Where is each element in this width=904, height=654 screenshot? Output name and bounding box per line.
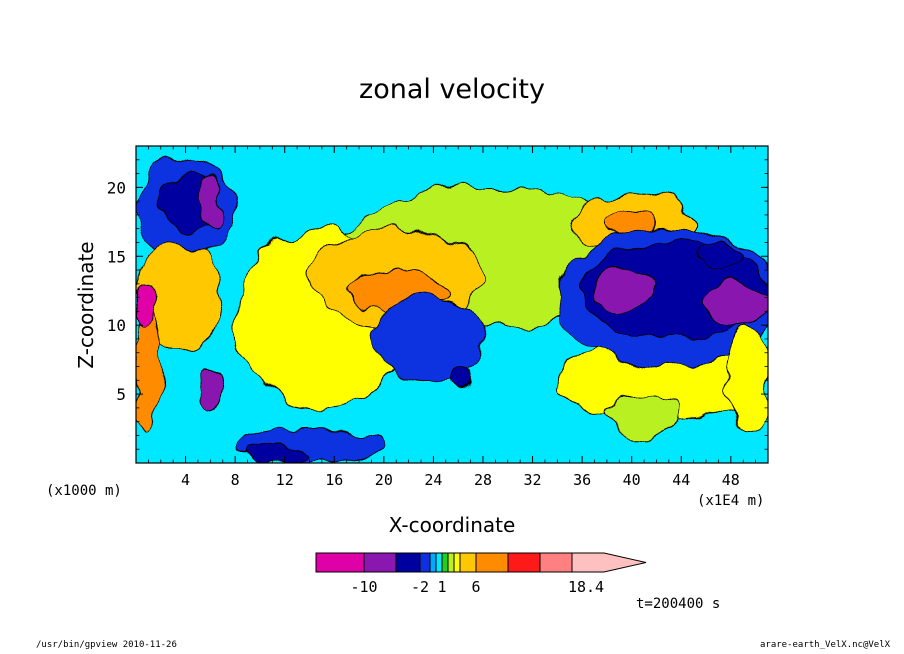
x-tick-label: 36 — [573, 471, 591, 489]
footer-command: /usr/bin/gpview 2010-11-26 — [36, 640, 177, 650]
field-region — [346, 269, 447, 312]
colorbar-swatch — [315, 552, 365, 573]
x-tick-label: 16 — [325, 471, 343, 489]
plot-frame — [135, 145, 769, 464]
x-axis-unit-note: (x1000 m) — [46, 483, 122, 499]
colorbar-swatch — [395, 552, 421, 573]
colorbar-swatch — [429, 552, 437, 573]
x-tick-label: 28 — [474, 471, 492, 489]
plot-area — [136, 146, 768, 463]
colorbar-swatch — [363, 552, 397, 573]
colorbar-tick-label: 18.4 — [568, 578, 604, 596]
field-region — [370, 297, 484, 381]
field-region — [693, 241, 744, 271]
time-label: t=200400 s — [636, 596, 721, 612]
x-tick-label: 32 — [524, 471, 542, 489]
colorbar-swatch — [539, 552, 573, 573]
y-tick-label: 20 — [107, 178, 126, 197]
field-region — [234, 228, 410, 409]
colorbar-swatch — [419, 552, 431, 573]
field-region — [556, 228, 768, 368]
field-region — [594, 269, 657, 312]
x-tick-label: 20 — [375, 471, 393, 489]
y-tick-label: 5 — [116, 385, 126, 404]
field-region — [556, 338, 757, 423]
colorbar-swatch — [447, 552, 455, 573]
y-tick-label: 10 — [107, 316, 126, 335]
colorbar-swatch — [441, 552, 449, 573]
colorbar-swatch — [459, 552, 477, 573]
x-tick-label: 44 — [672, 471, 690, 489]
x-tick-label: 24 — [424, 471, 442, 489]
chart-title: zonal velocity — [359, 74, 545, 105]
y-axis-label: Z-coordinate — [74, 241, 98, 369]
colorbar-swatch — [435, 552, 443, 573]
x-tick-label: 8 — [231, 471, 240, 489]
field-region — [308, 228, 484, 326]
colorbar: -10 -2 1 6 18.4 — [315, 552, 647, 596]
field-region — [606, 210, 657, 237]
colorbar-tick-label: -2 — [411, 578, 429, 596]
field-region — [136, 159, 236, 257]
field-region — [136, 283, 156, 326]
velocity-field — [136, 159, 768, 463]
x-tick-label: 48 — [722, 471, 740, 489]
x-axis-scale-note: (x1E4 m) — [697, 493, 765, 509]
field-region — [197, 173, 224, 230]
field-region — [581, 241, 768, 340]
colorbar-swatch — [507, 552, 541, 573]
field-region — [197, 366, 224, 409]
field-region — [136, 241, 224, 354]
colorbar-tick-label: -10 — [350, 578, 377, 596]
colorbar-tick-label: 1 — [437, 578, 446, 596]
colorbar-swatch — [475, 552, 509, 573]
field-region — [247, 445, 310, 463]
x-tick-label: 12 — [276, 471, 294, 489]
field-region — [569, 193, 695, 250]
field-region — [160, 173, 224, 230]
colorbar-swatch — [571, 552, 647, 573]
y-tick-label: 15 — [107, 247, 126, 266]
x-tick-label: 4 — [181, 471, 190, 489]
footer-source: arare-earth_VelX.nc@VelX — [760, 640, 891, 650]
field-region — [333, 186, 657, 326]
x-tick-label: 40 — [623, 471, 641, 489]
field-region — [136, 297, 162, 436]
field-region — [730, 324, 768, 436]
colorbar-tick-label: 6 — [471, 578, 480, 596]
x-axis-label: X-coordinate — [388, 513, 516, 537]
field-region — [705, 283, 768, 326]
field-region — [606, 393, 682, 436]
field-region — [234, 428, 385, 463]
plot-background — [136, 146, 768, 463]
colorbar-swatch — [453, 552, 461, 573]
field-region — [445, 366, 472, 388]
